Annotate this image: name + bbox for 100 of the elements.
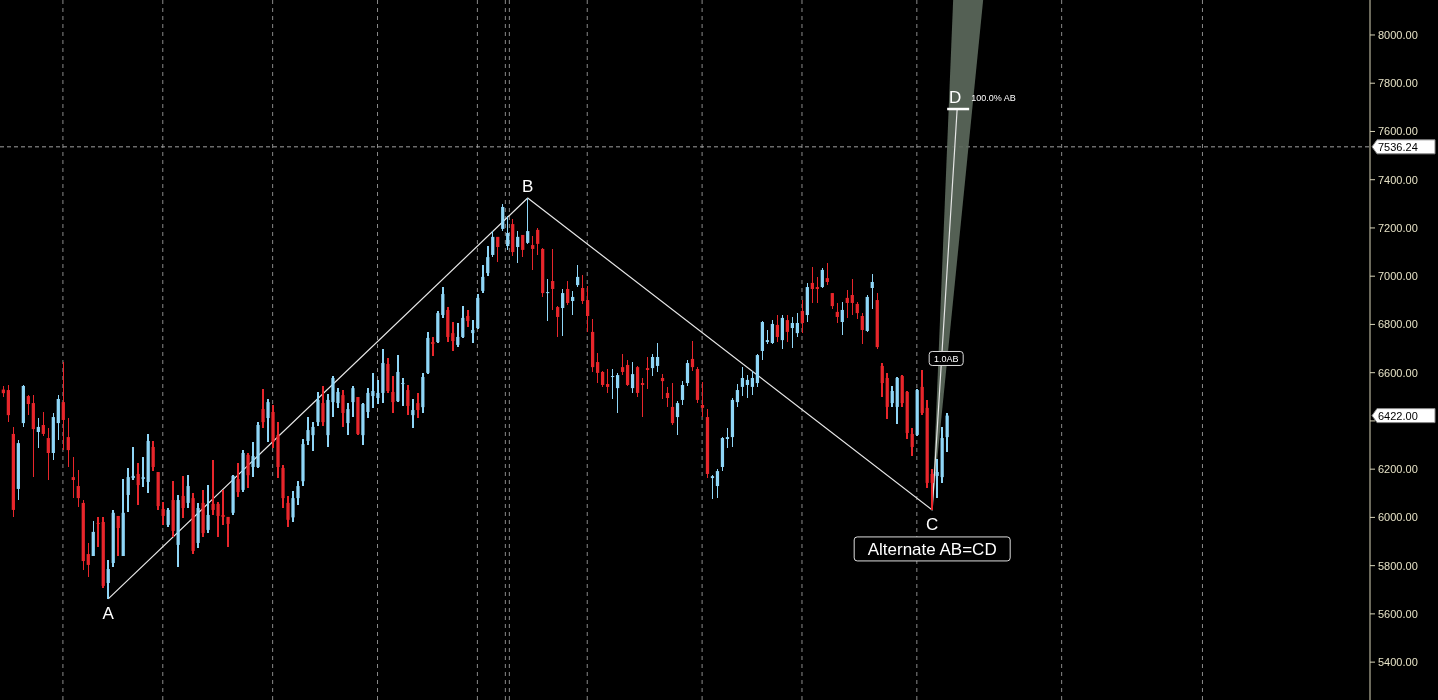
candlestick [935,458,939,499]
candlestick [321,385,325,427]
candlestick [655,342,660,373]
candlestick [745,374,750,399]
candlestick [835,302,839,324]
candlestick [136,462,140,506]
candlestick [770,319,775,345]
y-tick-label: 6800.00 [1378,318,1418,331]
candlestick [181,475,185,519]
candlestick [790,316,794,349]
candlestick [571,290,575,316]
candlestick [46,427,50,481]
candlestick [775,314,779,343]
candlestick [76,469,80,508]
candlestick [625,359,630,387]
y-tick-label: 7800.00 [1378,77,1418,90]
candlestick [516,230,520,264]
candlestick [351,385,355,418]
candlestick [246,452,250,489]
candlestick [750,370,755,396]
candlestick [546,278,550,322]
candlestick [416,392,420,419]
y-tick-label: 5400.00 [1378,656,1418,669]
candlestick [26,394,30,416]
candlestick [675,400,680,436]
candlestick [501,203,505,232]
y-tick-label: 6200.00 [1378,463,1418,476]
candlestick [441,286,445,319]
candlestick [785,314,789,343]
candlestick [401,377,405,407]
candlestick [36,417,40,449]
y-tick-label: 6000.00 [1378,511,1418,524]
candlestick [61,361,65,451]
candlestick [680,380,685,406]
candlestick [41,411,45,437]
candlestick [226,516,230,548]
candlestick [795,312,799,338]
candlestick [870,273,874,310]
candlestick [161,501,165,526]
candlestick [166,507,170,528]
candlestick [581,274,585,305]
candlestick [930,468,934,511]
annotation: B [522,177,534,197]
candlestick [406,384,410,416]
candlestick [266,398,270,443]
candlestick [630,361,635,394]
candlestick [561,288,565,337]
candlestick [506,215,510,251]
candlestick [206,484,210,534]
y-tick-label: 6600.00 [1378,366,1418,379]
y-tick-label: 7600.00 [1378,125,1418,138]
candlestick [880,362,884,398]
candlestick [96,516,100,548]
candlestick [151,440,155,472]
y-tick-label: 7200.00 [1378,221,1418,234]
annotation: Alternate AB=CD [867,539,997,559]
candlestick [496,236,500,263]
candlestick [456,322,460,348]
candlestick [141,456,145,488]
candlestick [610,368,615,400]
candlestick [845,289,849,319]
candlestick [471,319,475,344]
candlestick [296,480,300,507]
candlestick [800,299,804,334]
candlestick [291,490,295,523]
y-tick-label: 5800.00 [1378,559,1418,572]
candlestick [451,321,455,352]
candlestick [740,366,745,397]
candlestick [486,245,490,277]
candlestick [650,353,655,377]
candlestick [700,381,705,418]
candlestick [531,235,535,271]
candlestick [640,377,645,418]
candlestick [106,559,110,600]
candlestick [586,285,590,333]
candlestick [126,467,130,513]
candlestick [286,494,290,528]
candlestick [491,230,495,258]
candlestick [840,301,844,336]
candlestick [670,382,675,426]
y-tick-label: 5600.00 [1378,607,1418,620]
candlestick [261,388,265,429]
candlestick [236,462,240,498]
annotation: A [102,603,115,623]
annotation: 1.0AB [933,354,959,365]
ref-line-label: 7536.24 [1378,140,1418,153]
candlestick [556,305,560,338]
candlestick [526,197,530,245]
candlestick [645,356,650,390]
candlestick [466,309,470,328]
candlestick [660,373,665,400]
candlestick [710,474,715,500]
y-tick-label: 7400.00 [1378,173,1418,186]
candlestick [685,359,690,387]
candlestick [605,368,610,394]
y-tick-label: 8000.00 [1378,28,1418,41]
annotation: C [926,514,939,534]
candlestick [945,412,949,453]
candlestick [481,264,485,294]
candlestick [665,386,670,408]
